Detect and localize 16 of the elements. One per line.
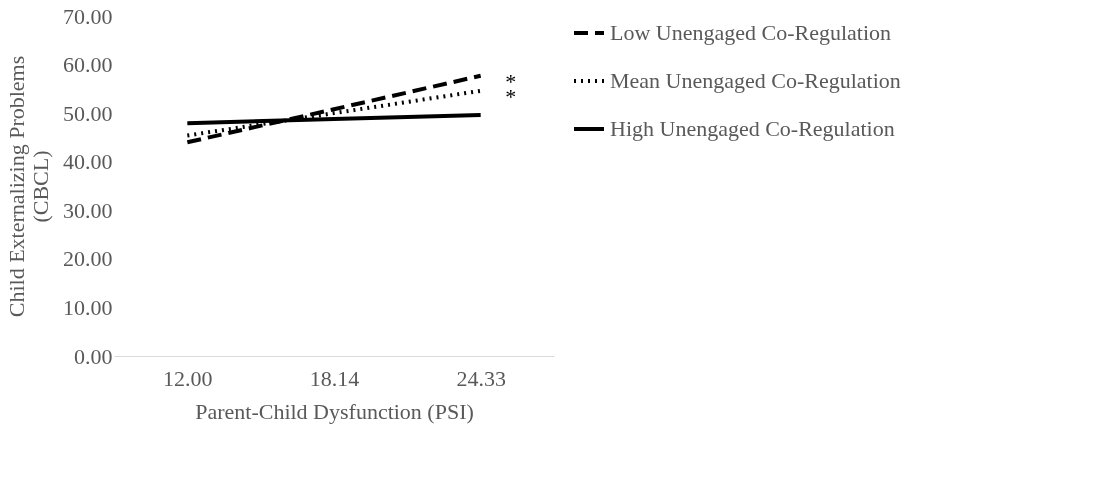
x-tick-label: 24.33 <box>456 365 506 391</box>
y-tick-label: 40.00 <box>63 149 113 175</box>
x-tick-label: 18.14 <box>309 365 360 391</box>
y-tick-label: 0.00 <box>74 343 113 369</box>
y-tick-label: 20.00 <box>63 246 113 272</box>
x-axis-title: Parent-Child Dysfunction (PSI) <box>195 398 474 424</box>
y-tick-label: 50.00 <box>63 100 113 126</box>
y-tick-label: 70.00 <box>63 3 113 29</box>
x-tick-label: 12.00 <box>163 365 213 391</box>
y-axis-title: Child Externalizing Problems (CBCL) <box>4 55 53 318</box>
legend-label: Mean Unengaged Co-Regulation <box>610 68 901 93</box>
legend-label: Low Unengaged Co-Regulation <box>610 20 892 45</box>
legend-label: High Unengaged Co-Regulation <box>610 116 895 141</box>
y-tick-label: 60.00 <box>63 52 113 78</box>
y-tick-label: 10.00 <box>63 294 113 320</box>
y-tick-label: 30.00 <box>63 197 113 223</box>
